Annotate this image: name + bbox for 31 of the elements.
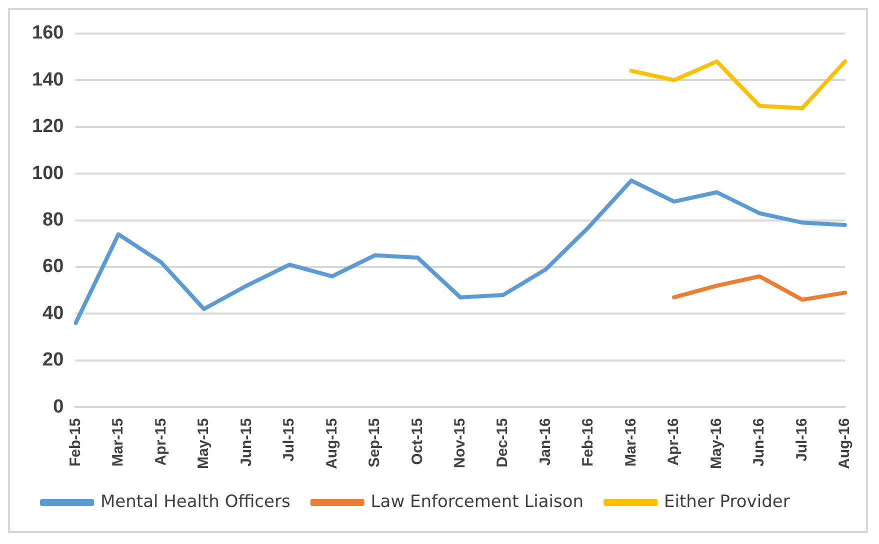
x-tick-label: May-16: [708, 418, 725, 469]
x-tick-label: Jul-15: [280, 418, 298, 462]
x-tick-label: Aug-15: [323, 418, 340, 469]
x-tick-label: Aug-16: [836, 418, 854, 469]
x-tick-label: Oct-15: [408, 418, 426, 465]
x-tick-label: Sep-15: [366, 418, 384, 468]
x-tick-label: Mar-15: [110, 418, 127, 466]
x-tick-label: Apr-16: [665, 418, 682, 466]
y-tick-label: 40: [42, 302, 64, 324]
y-tick-label: 120: [32, 116, 64, 138]
y-tick-label: 60: [42, 256, 64, 278]
legend-label: Either Provider: [664, 492, 790, 512]
legend-label: Law Enforcement Liaison: [370, 492, 584, 512]
x-tick-label: Mar-16: [622, 418, 640, 466]
x-tick-label: Nov-15: [451, 418, 468, 468]
x-tick-label: Jan-16: [536, 418, 554, 466]
x-tick-label: Jul-16: [793, 418, 810, 462]
y-tick-label: 0: [53, 396, 64, 418]
y-tick-label: 100: [32, 162, 64, 184]
legend-label: Mental Health Officers: [100, 492, 290, 512]
y-tick-label: 160: [32, 22, 64, 44]
x-tick-label: Jun-16: [750, 418, 768, 466]
x-tick-label: Feb-15: [66, 418, 84, 466]
x-tick-label: Apr-15: [152, 418, 170, 466]
x-tick-label: Jun-15: [238, 418, 255, 466]
y-tick-label: 140: [32, 69, 64, 90]
y-tick-label: 20: [42, 350, 64, 371]
x-tick-label: May-15: [195, 418, 212, 469]
y-tick-label: 80: [42, 210, 64, 231]
x-tick-label: Feb-16: [580, 418, 597, 466]
x-tick-label: Dec-15: [494, 418, 512, 468]
